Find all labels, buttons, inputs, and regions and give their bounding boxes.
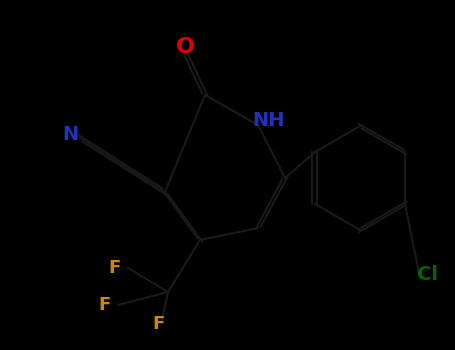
Text: F: F: [108, 259, 120, 277]
Text: Cl: Cl: [418, 266, 439, 285]
Text: NH: NH: [252, 111, 284, 130]
Text: O: O: [176, 37, 194, 57]
Text: F: F: [98, 296, 110, 314]
Text: F: F: [152, 315, 164, 333]
Text: N: N: [62, 126, 78, 145]
